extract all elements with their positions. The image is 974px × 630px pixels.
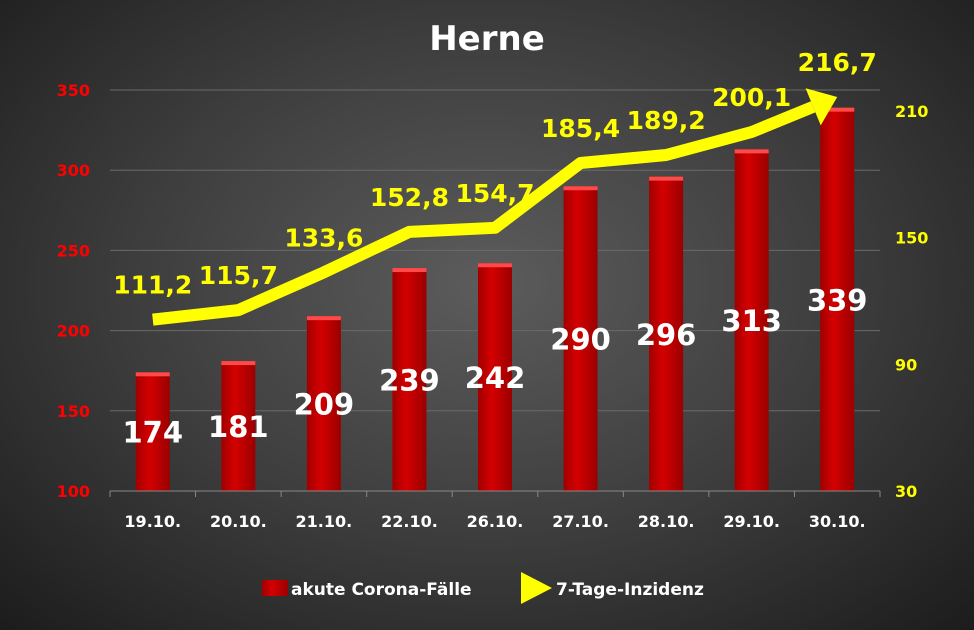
bar-label: 209 [294,388,355,422]
bar [135,372,170,491]
bar [563,186,598,492]
line-label: 200,1 [712,83,791,112]
line-label: 189,2 [627,106,706,135]
x-tick-label: 26.10. [467,512,524,531]
bar-highlight [221,361,256,366]
bar [478,263,512,491]
bar-highlight [392,268,427,273]
left-tick-label: 300 [57,161,90,180]
right-tick-label: 90 [895,355,917,374]
x-tick-label: 22.10. [381,512,438,531]
x-tick-label: 30.10. [809,512,866,531]
bar-label: 239 [379,364,440,398]
legend-swatch-bar [262,580,288,596]
x-tick-label: 29.10. [723,512,780,531]
bar-highlight [734,149,769,154]
right-tick-label: 30 [895,482,917,501]
line-label: 185,4 [541,114,620,143]
bar-label: 339 [807,283,868,317]
bar-label: 181 [208,410,269,444]
bar-highlight [478,263,512,268]
bar [820,107,855,492]
line-label: 111,2 [113,271,192,300]
line-label: 133,6 [284,223,363,252]
line-label: 152,8 [370,183,449,212]
line-series [152,101,816,326]
x-tick-label: 27.10. [552,512,609,531]
bar-highlight [820,107,855,112]
line-arrowhead [805,88,838,126]
bar [306,316,341,491]
bar-label: 296 [636,318,697,352]
x-tick-label: 20.10. [210,512,267,531]
bar [734,149,769,491]
left-tick-label: 250 [57,241,90,260]
legend: akute Corona-Fälle 7-Tage-Inzidenz [262,572,704,604]
bar [221,361,256,491]
left-tick-label: 150 [57,402,90,421]
bar-highlight [563,186,598,191]
line-label: 115,7 [199,261,278,290]
bar-label: 290 [550,323,611,357]
bar-highlight [306,316,341,321]
bar-highlight [649,176,684,181]
legend-label-line: 7-Tage-Inzidenz [556,580,704,600]
line-label: 216,7 [798,48,877,77]
left-tick-label: 200 [57,322,90,341]
bar-label: 242 [465,361,526,395]
x-tick-label: 28.10. [638,512,695,531]
bar-label: 174 [123,416,184,450]
bar [649,176,684,491]
bar-highlight [135,372,170,377]
left-tick-label: 100 [57,482,90,501]
legend-swatch-line [521,572,552,604]
bar-label: 313 [721,304,782,338]
x-tick-label: 21.10. [296,512,353,531]
bar [392,268,427,491]
x-tick-label: 19.10. [124,512,181,531]
line-label: 154,7 [455,179,534,208]
right-tick-label: 210 [895,102,928,121]
left-tick-label: 350 [57,81,90,100]
legend-label-bar: akute Corona-Fälle [291,580,472,600]
chart-title: Herne [429,19,545,59]
right-tick-label: 150 [895,229,928,248]
